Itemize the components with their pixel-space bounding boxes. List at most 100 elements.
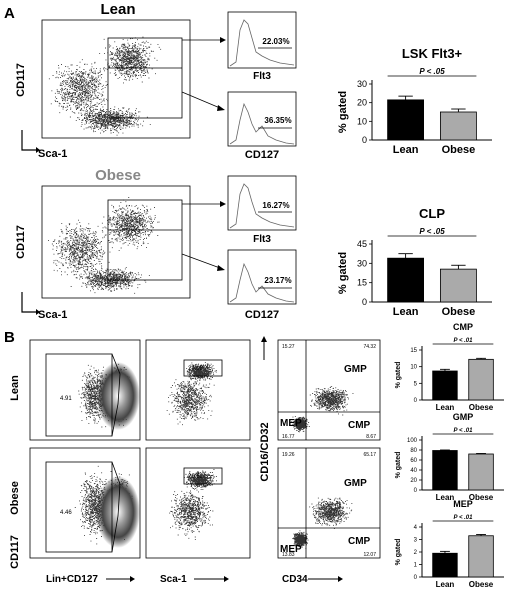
b-lean-q-bl: 16.77 bbox=[282, 434, 295, 440]
lean-x-axis: Sca-1 bbox=[38, 148, 67, 160]
b-obese-cmp: CMP bbox=[348, 536, 371, 547]
b-lean-mep: MEP bbox=[280, 418, 302, 429]
y-tick-label: 20 bbox=[410, 478, 417, 484]
b-sca1-plot-obese: 20.52 bbox=[145, 447, 251, 559]
b-obese-gmp: GMP bbox=[344, 478, 367, 489]
lean-histogram-cd127: 36.35% CD127 bbox=[227, 91, 297, 161]
b-obese-q-bl: 13.83 bbox=[282, 552, 295, 558]
y-tick-label: 2 bbox=[414, 550, 418, 556]
bar-lean bbox=[432, 370, 458, 401]
b-lean-cmp: CMP bbox=[348, 420, 371, 431]
category-label: Lean bbox=[436, 493, 455, 502]
chart-title: CMP bbox=[453, 322, 473, 332]
chart-title: LSK Flt3+ bbox=[402, 46, 463, 61]
category-label: Obese bbox=[469, 580, 494, 589]
obese-x-axis: Sca-1 bbox=[38, 309, 67, 321]
b-lean-q-br: 8.67 bbox=[366, 434, 376, 440]
y-tick-label: 0 bbox=[414, 398, 418, 404]
lean-histogram-flt3: 22.03% Flt3 bbox=[227, 11, 297, 82]
y-tick-label: 3 bbox=[414, 538, 418, 544]
chart-title: MEP bbox=[453, 499, 473, 509]
y-tick-label: 30 bbox=[357, 79, 367, 89]
chart-ylabel: % gated bbox=[395, 539, 402, 566]
b-cd34-plot-lean: 15.27 74.32 16.77 8.67 GMP CMP MEP bbox=[277, 339, 381, 441]
obese-flt3-pct: 16.27% bbox=[262, 201, 289, 210]
chart-ylabel: % gated bbox=[337, 91, 349, 133]
lean-y-axis: CD117 bbox=[15, 63, 27, 97]
y-tick-label: 10 bbox=[410, 365, 417, 371]
bar-lean bbox=[387, 99, 425, 141]
lean-gate-outer bbox=[107, 37, 183, 119]
bar-obese bbox=[439, 268, 477, 303]
p-value-annotation: P < .01 bbox=[454, 515, 474, 521]
b-obese-gate2: 20.52 bbox=[188, 474, 204, 480]
category-label: Lean bbox=[436, 403, 455, 412]
b-obese-gate1: 4.46 bbox=[60, 510, 72, 516]
y-tick-label: 0 bbox=[414, 488, 418, 494]
b-x-axis-3: CD34 bbox=[282, 574, 308, 585]
y-tick-label: 0 bbox=[414, 575, 418, 581]
bar-chart-clp: CLP % gated 0 15 30 45 Lean Obese P < .05 bbox=[337, 206, 492, 318]
y-tick-label: 100 bbox=[407, 438, 418, 444]
category-label: Lean bbox=[393, 306, 419, 318]
chart-ylabel: % gated bbox=[395, 452, 402, 479]
y-tick-label: 45 bbox=[357, 239, 367, 249]
y-tick-label: 1 bbox=[414, 563, 418, 569]
y-tick-label: 40 bbox=[410, 468, 417, 474]
b-x-axis-1: Lin+CD127 bbox=[46, 574, 98, 585]
bar-obese bbox=[439, 111, 477, 141]
lean-cd127-xlabel: CD127 bbox=[245, 149, 279, 161]
row-label-obese: Obese bbox=[9, 481, 21, 515]
obese-dot-plot: Obese CD117 Sca-1 bbox=[15, 167, 226, 321]
lean-cd127-pct: 36.35% bbox=[264, 116, 291, 125]
category-label: Obese bbox=[469, 403, 494, 412]
bar-lean bbox=[432, 450, 458, 491]
category-label: Obese bbox=[442, 144, 476, 156]
bar-chart-mep: MEP % gated 0 1 2 3 4 Lean Obese P < .01 bbox=[395, 499, 504, 589]
panel-a-label: A bbox=[4, 5, 15, 22]
chart-title: GMP bbox=[453, 412, 474, 422]
chart-ylabel: % gated bbox=[337, 252, 349, 294]
category-label: Obese bbox=[469, 493, 494, 502]
category-label: Lean bbox=[436, 580, 455, 589]
p-value-annotation: P < .05 bbox=[419, 227, 445, 236]
lean-title: Lean bbox=[100, 1, 135, 18]
b-lean-gate2: 24.08 bbox=[188, 366, 204, 372]
lean-flt3-xlabel: Flt3 bbox=[253, 71, 271, 82]
bar-chart-lsk-flt3-: LSK Flt3+ % gated 0 10 20 30 Lean Obese P < .05 bbox=[337, 46, 492, 156]
b-lean-gate1: 4.91 bbox=[60, 396, 72, 402]
obese-histogram-flt3: 16.27% Flt3 bbox=[227, 175, 297, 245]
obese-cd127-xlabel: CD127 bbox=[245, 309, 279, 321]
bar-obese bbox=[468, 358, 494, 401]
b-cd34-plot-obese: 19.26 65.17 13.83 12.07 GMP CMP MEP bbox=[277, 447, 381, 559]
obese-flt3-xlabel: Flt3 bbox=[253, 234, 271, 245]
bar-lean bbox=[432, 552, 458, 578]
obese-cd127-pct: 23.17% bbox=[264, 276, 291, 285]
bar-obese bbox=[468, 535, 494, 578]
y-tick-label: 60 bbox=[410, 458, 417, 464]
b-lin-plot-obese: 4.46 bbox=[29, 447, 141, 559]
row-label-lean: Lean bbox=[9, 375, 21, 401]
b-y-axis-3: CD16/CD32 bbox=[259, 422, 271, 481]
bar-chart-cmp: CMP % gated 0 5 10 15 Lean Obese P < .01 bbox=[395, 322, 504, 412]
category-label: Lean bbox=[393, 144, 419, 156]
panel-b-label: B bbox=[4, 329, 15, 346]
obese-y-axis: CD117 bbox=[15, 225, 27, 259]
b-lean-q-tr: 74.32 bbox=[363, 344, 376, 350]
y-tick-label: 30 bbox=[357, 258, 367, 268]
y-tick-label: 20 bbox=[357, 98, 367, 108]
y-tick-label: 80 bbox=[410, 448, 417, 454]
b-lean-gmp: GMP bbox=[344, 364, 367, 375]
b-sca1-plot-lean: 24.08 bbox=[145, 339, 251, 441]
b-lin-plot-lean: 4.91 bbox=[29, 339, 141, 441]
obese-histogram-cd127: 23.17% CD127 bbox=[227, 249, 297, 321]
bar-lean bbox=[387, 257, 425, 303]
b-lean-q-tl: 15.27 bbox=[282, 344, 295, 350]
obese-gate-outer bbox=[107, 199, 183, 281]
y-tick-label: 0 bbox=[362, 297, 367, 307]
lean-flt3-pct: 22.03% bbox=[262, 37, 289, 46]
lean-dot-plot: Lean CD117 Sca-1 bbox=[15, 1, 226, 160]
b-obese-mep: MEP bbox=[280, 544, 302, 555]
y-tick-label: 4 bbox=[414, 525, 418, 531]
